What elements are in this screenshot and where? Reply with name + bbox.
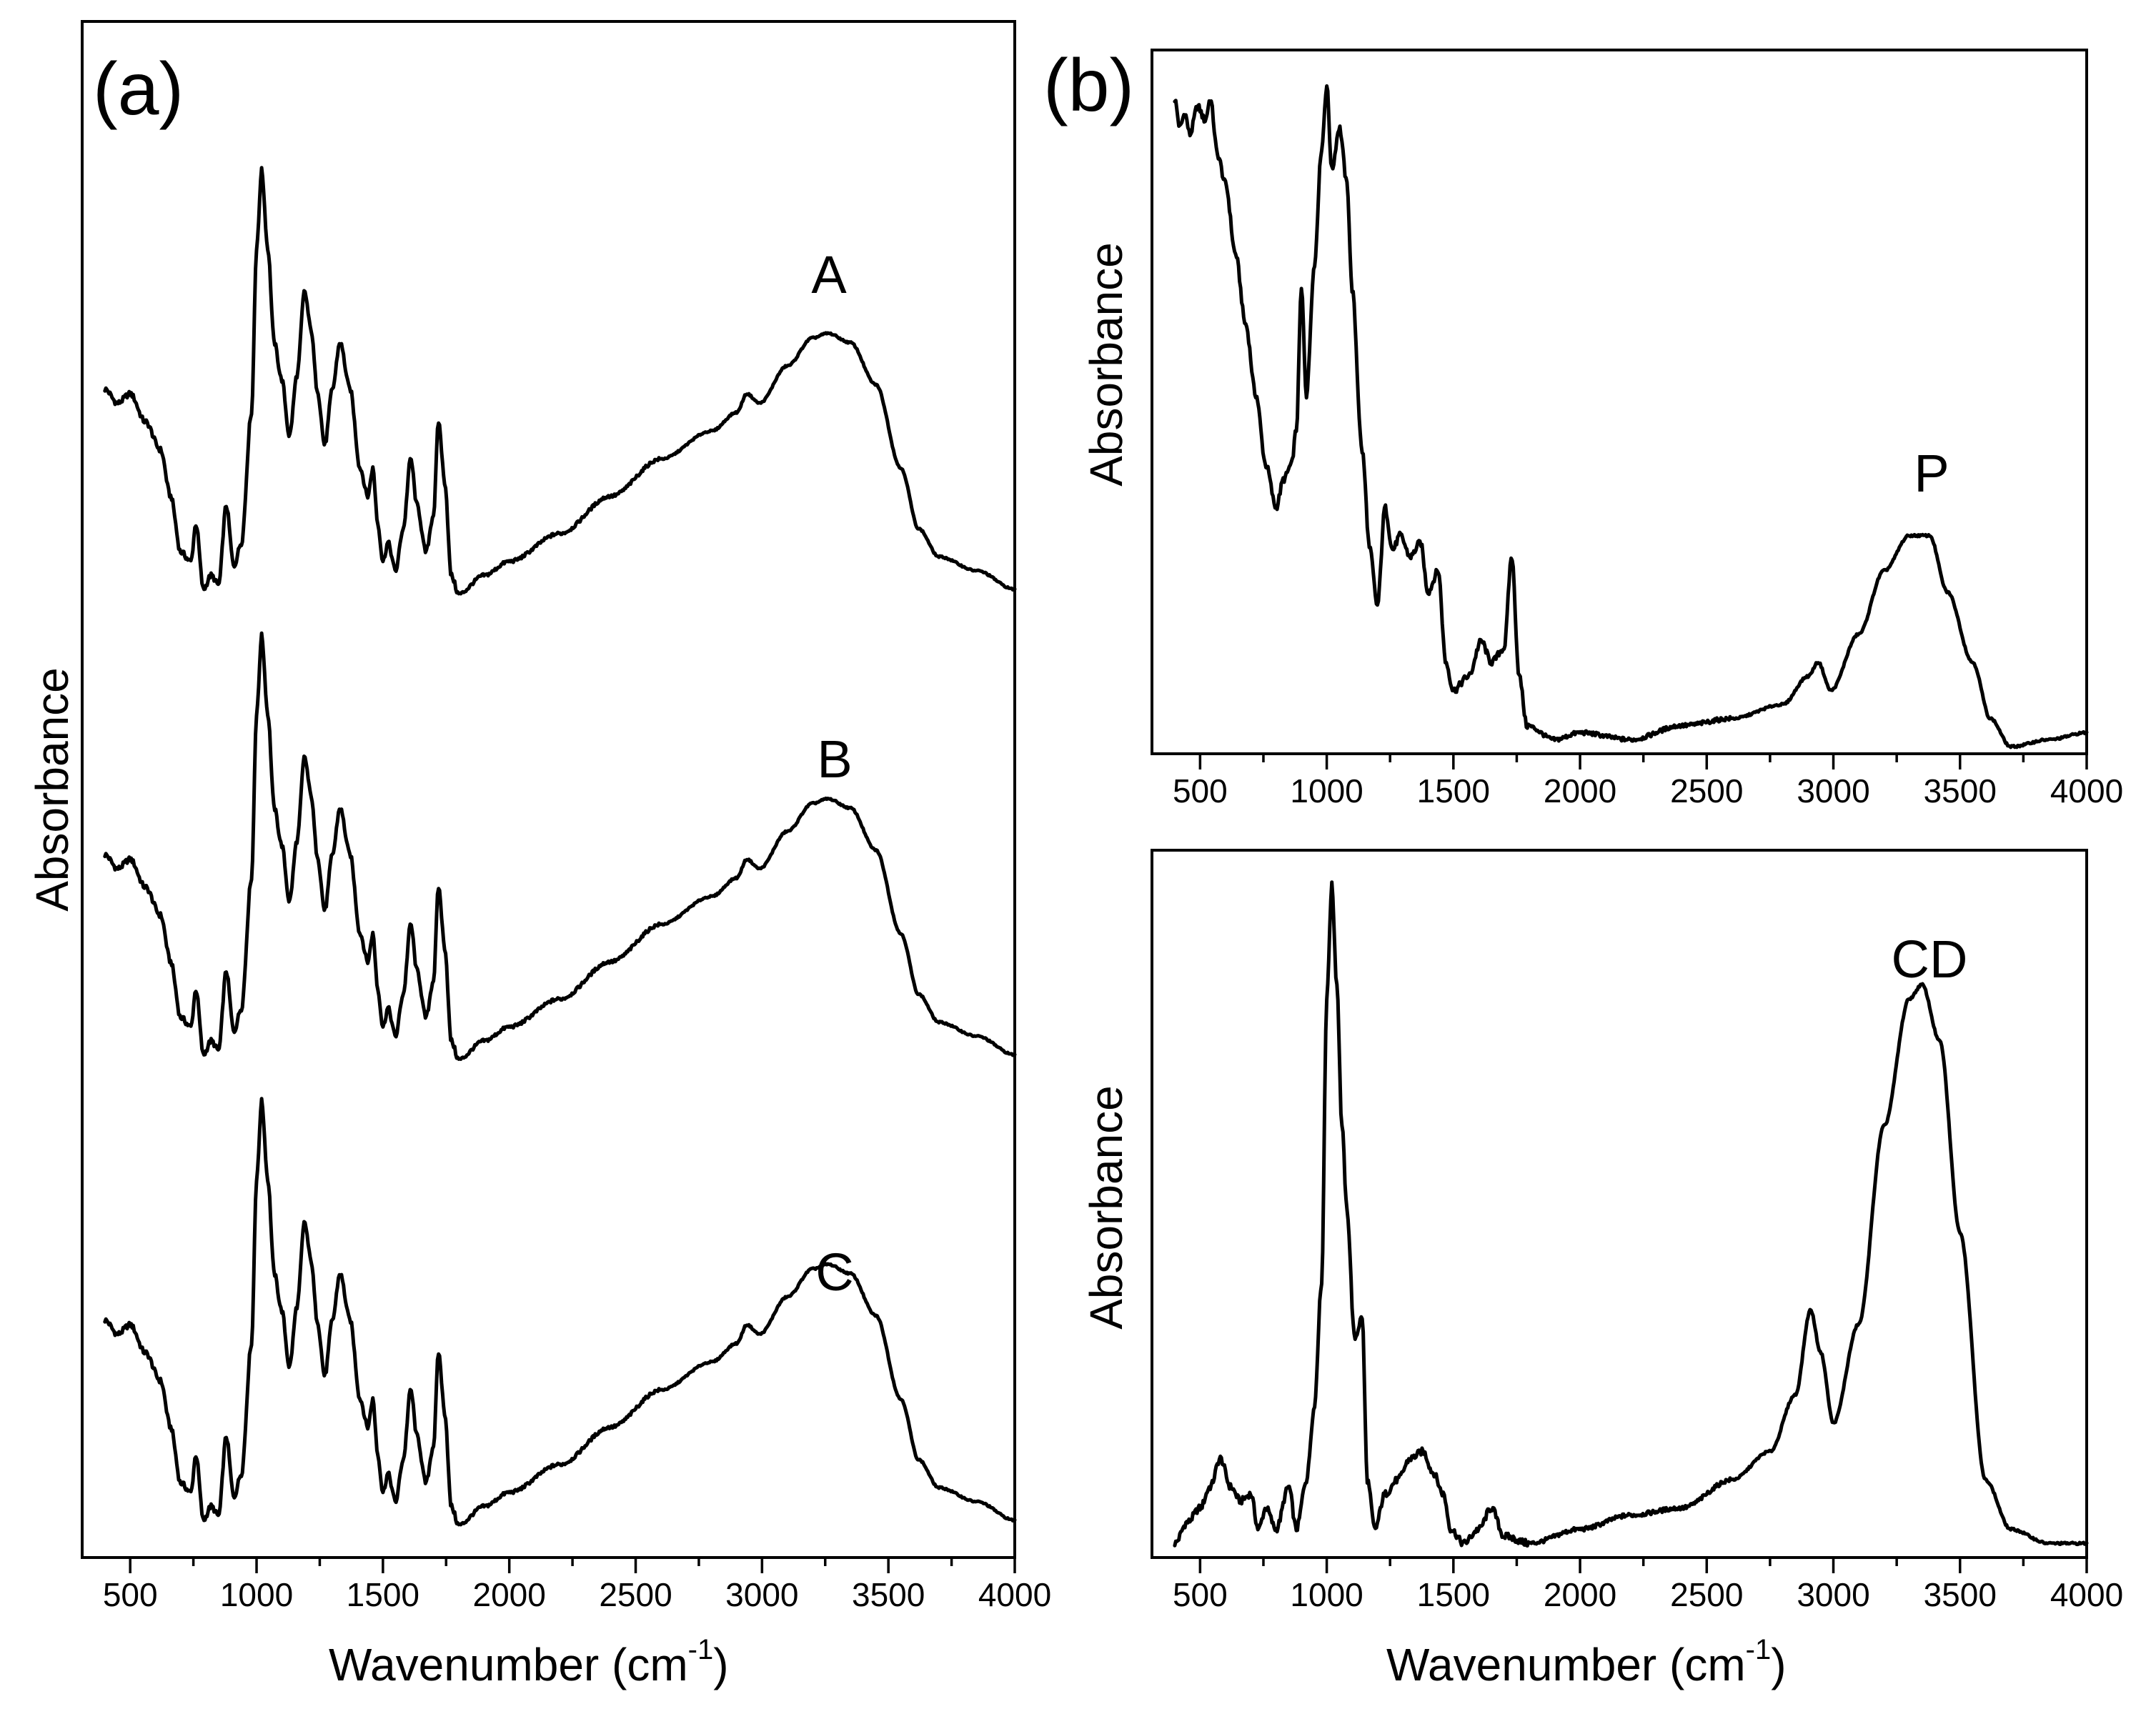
panel-b-bottom-x-tick-label: 1500 xyxy=(1417,1576,1490,1613)
panel-b-top-x-tick-label: 3000 xyxy=(1797,772,1869,809)
panel-a-x-tick-label: 1000 xyxy=(220,1576,293,1613)
panel-b-bottom-x-tick-label: 3500 xyxy=(1924,1576,1997,1613)
panel-b-top-x-tick-label: 2500 xyxy=(1670,772,1743,809)
panel-b-top-frame xyxy=(1151,49,2088,755)
spectrum-line-b xyxy=(103,631,1017,1061)
panel-a-x-axis-title-sup: -1 xyxy=(688,1634,714,1665)
panel-b-top-x-tick-label: 3500 xyxy=(1924,772,1997,809)
panel-a-curves xyxy=(103,166,1017,1527)
panel-b-bottom-y-axis-title: Absorbance xyxy=(1081,1085,1132,1330)
panel-b-top: 500 1000 1500 2000 2500 3000 3500 4000 (b) P Ab… xyxy=(1043,44,2123,809)
panel-a: 500 1000 1500 2000 2500 3000 3500 4000 (a) A B … xyxy=(26,20,1051,1690)
panel-b-bottom-x-ticks: 500 1000 1500 2000 2500 3000 3500 4000 xyxy=(1173,1558,2123,1613)
panel-b-top-x-tick-label: 2000 xyxy=(1544,772,1616,809)
panel-a-x-tick-label: 3500 xyxy=(852,1576,925,1613)
series-label-c: C xyxy=(815,1242,853,1302)
series-label-p: P xyxy=(1914,444,1949,503)
panel-b-bottom-x-tick-label: 4000 xyxy=(2050,1576,2123,1613)
panel-b-x-axis-title-tail: ) xyxy=(1771,1639,1786,1690)
panel-b-bottom-curves xyxy=(1173,880,2089,1548)
panel-a-y-axis-title: Absorbance xyxy=(26,667,78,912)
panel-a-x-axis-title-main: Wavenumber (cm xyxy=(329,1639,688,1690)
panel-b-x-axis-title-sup: -1 xyxy=(1746,1634,1772,1665)
panel-a-x-tick-label: 4000 xyxy=(978,1576,1051,1613)
spectrum-line-p xyxy=(1173,84,2089,749)
panel-a-frame xyxy=(81,20,1016,1559)
panel-a-x-tick-label: 3000 xyxy=(725,1576,798,1613)
spectrum-line-cd xyxy=(1173,880,2089,1548)
panel-b-label: (b) xyxy=(1043,44,1134,127)
panel-b-bottom-frame xyxy=(1151,849,2088,1559)
panel-b-top-y-axis-title: Absorbance xyxy=(1081,242,1132,487)
panel-b-bottom: 500 1000 1500 2000 2500 3000 3500 4000 CD Absor… xyxy=(1081,849,2123,1690)
panel-a-x-axis-title: Wavenumber (cm-1) xyxy=(329,1634,729,1690)
panel-a-x-axis-title-tail: ) xyxy=(713,1639,728,1690)
panel-a-x-tick-label: 2500 xyxy=(599,1576,672,1613)
spectrum-line-a xyxy=(103,166,1017,596)
panel-b-x-axis-title: Wavenumber (cm-1) xyxy=(1386,1634,1787,1690)
panel-b-x-axis-title-main: Wavenumber (cm xyxy=(1386,1639,1746,1690)
panel-b-bottom-x-tick-label: 2000 xyxy=(1544,1576,1616,1613)
panel-a-x-ticks: 500 1000 1500 2000 2500 3000 3500 4000 xyxy=(103,1558,1051,1613)
panel-b-bottom-x-tick-label: 500 xyxy=(1173,1576,1228,1613)
panel-b-bottom-x-tick-label: 1000 xyxy=(1290,1576,1363,1613)
spectrum-line-c xyxy=(103,1097,1017,1527)
series-label-cd: CD xyxy=(1892,930,1968,989)
panel-a-x-tick-label: 500 xyxy=(103,1576,158,1613)
panel-b-bottom-x-tick-label: 2500 xyxy=(1670,1576,1743,1613)
panel-a-x-tick-label: 2000 xyxy=(473,1576,546,1613)
panel-b-top-x-tick-label: 1500 xyxy=(1417,772,1490,809)
series-label-a: A xyxy=(811,245,847,304)
panel-a-x-tick-label: 1500 xyxy=(347,1576,419,1613)
panel-b-bottom-x-tick-label: 3000 xyxy=(1797,1576,1869,1613)
panel-b-top-x-ticks: 500 1000 1500 2000 2500 3000 3500 4000 xyxy=(1173,754,2123,809)
panel-b-top-x-tick-label: 500 xyxy=(1173,772,1228,809)
panel-b-top-x-tick-label: 4000 xyxy=(2050,772,2123,809)
panel-b-top-curves xyxy=(1173,84,2089,749)
panel-b-top-x-tick-label: 1000 xyxy=(1290,772,1363,809)
panel-a-label: (a) xyxy=(93,48,184,131)
series-label-b: B xyxy=(817,729,852,789)
